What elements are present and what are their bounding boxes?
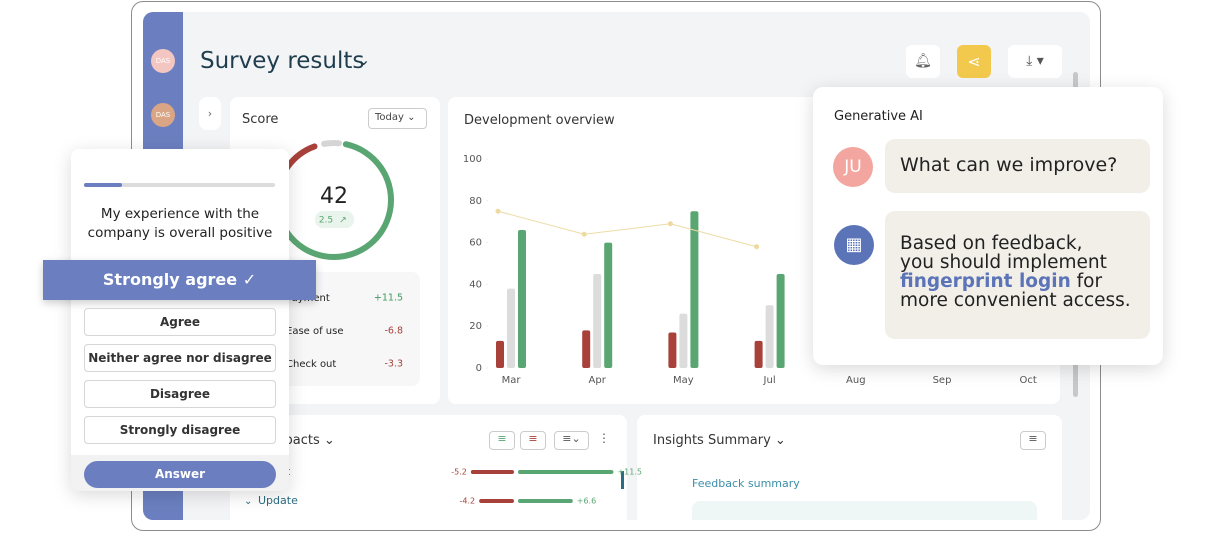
- x-tick-label: Apr: [589, 375, 607, 386]
- x-tick-label: Jul: [763, 375, 776, 386]
- row-value: +11.5: [374, 293, 403, 304]
- option[interactable]: Disagree: [84, 380, 276, 408]
- bar: [765, 305, 774, 368]
- positive-label: +11.5: [617, 468, 642, 477]
- trend-line: [497, 210, 757, 248]
- bar: [604, 242, 613, 368]
- card-title: Score: [242, 112, 279, 127]
- answer-text: more convenient access.: [900, 290, 1131, 311]
- link[interactable]: Feedback summary: [692, 477, 800, 490]
- answer-button[interactable]: Answer: [84, 461, 276, 488]
- ai-logo: ▦: [834, 225, 874, 265]
- sort-button[interactable]: ≡: [520, 431, 546, 450]
- negative-bar: [470, 470, 514, 474]
- bar: [582, 330, 591, 368]
- question: My experience with the company is overal…: [87, 206, 273, 241]
- bar: [668, 332, 677, 368]
- bar: [593, 273, 602, 368]
- x-tick-label: Sep: [933, 375, 952, 386]
- bar: [518, 230, 526, 368]
- card-title: Insights Summary ⌄: [653, 433, 786, 448]
- row-value: -3.3: [384, 359, 403, 370]
- y-tick-label: 80: [469, 196, 482, 207]
- trend-point: [495, 208, 501, 214]
- bar: [690, 211, 699, 368]
- option[interactable]: Strongly disagree: [84, 416, 276, 444]
- avatar[interactable]: DAS: [151, 103, 175, 127]
- row-label: Ease of use: [286, 326, 344, 337]
- answer-text: you should implement: [900, 252, 1107, 273]
- highlight: fingerprint login: [900, 271, 1071, 292]
- progress-fill: [84, 183, 123, 187]
- download-button[interactable]: ⤓ ▾: [1008, 45, 1062, 78]
- filter-button[interactable]: ≡: [1020, 431, 1046, 450]
- positive-label: +6.6: [577, 497, 596, 506]
- trend-point: [581, 231, 587, 237]
- option[interactable]: Neither agree nor disagree: [84, 344, 276, 372]
- negative-label: -5.2: [451, 468, 467, 477]
- y-tick-label: 100: [463, 154, 482, 165]
- negative-label: -4.2: [460, 497, 476, 506]
- question-bubble: What can we improve?: [885, 139, 1150, 193]
- answer-bubble: Based on feedback, you should implement fi…: [885, 211, 1150, 339]
- answer-text: Based on feedback,: [900, 233, 1083, 254]
- score-delta: 2.5: [319, 216, 333, 226]
- more-button[interactable]: ⋮: [598, 431, 610, 445]
- bar: [679, 313, 688, 368]
- period: Today: [375, 112, 404, 123]
- expand-button[interactable]: ›: [199, 97, 221, 130]
- option-text: Strongly agree: [102, 270, 238, 289]
- y-tick-label: 20: [469, 321, 482, 332]
- y-tick-label: 0: [476, 363, 482, 374]
- user-avatar: JU: [833, 147, 873, 187]
- summary-box: [692, 501, 1037, 520]
- period-select[interactable]: Today ⌄: [368, 108, 427, 129]
- trend-point: [667, 221, 673, 227]
- x-tick-label: May: [673, 375, 694, 386]
- bar: [496, 340, 504, 368]
- share-button[interactable]: ⋖: [957, 45, 991, 78]
- negative-bar: [479, 499, 514, 503]
- y-tick-label: 60: [469, 238, 482, 249]
- row-value: -6.8: [384, 326, 403, 337]
- option[interactable]: Agree: [84, 308, 276, 336]
- bar: [754, 340, 763, 368]
- trend-point: [754, 244, 760, 250]
- delta-pill: [315, 211, 354, 228]
- insights-title: Insights Summary: [653, 433, 771, 448]
- progress-track: [84, 183, 275, 187]
- filter-button[interactable]: ≡⌄: [554, 431, 589, 450]
- answer-text: for: [1076, 271, 1103, 292]
- selected-option[interactable]: Strongly agree ✓: [43, 260, 316, 300]
- page-title: Survey results: [200, 48, 365, 74]
- scrollbar: [621, 471, 624, 489]
- expand-icon: ⌄: [244, 496, 252, 507]
- row-label: Check out: [286, 359, 336, 370]
- x-tick-label: Aug: [846, 375, 866, 386]
- positive-bar: [518, 470, 614, 474]
- impact-label: Update: [258, 494, 298, 507]
- sort-button[interactable]: ≡: [489, 431, 515, 450]
- score-value: 42: [320, 184, 348, 209]
- delta-arrow: ↗: [339, 216, 347, 226]
- avatar[interactable]: DAS: [151, 49, 175, 73]
- bar: [507, 288, 515, 368]
- chart-title: Development overview: [464, 113, 615, 128]
- insights-card: Insights Summary ⌄ ≡ Feedback summary: [637, 415, 1062, 520]
- donut-arc: [321, 140, 342, 147]
- x-tick-label: Mar: [502, 375, 522, 386]
- ai-panel: Generative AI JU What can we improve? ▦ …: [813, 87, 1163, 365]
- y-tick-label: 40: [469, 279, 482, 290]
- dropdown-icon[interactable]: ⌄: [357, 50, 371, 69]
- impacts-card: Impacts ⌄ ≡ ≡ ≡⌄ ⋮: [230, 415, 627, 520]
- positive-bar: [518, 499, 573, 503]
- notification-button[interactable]: 🔔︎: [906, 45, 940, 78]
- bar: [776, 273, 785, 368]
- x-tick-label: Oct: [1020, 375, 1037, 386]
- panel-title: Generative AI: [834, 109, 923, 124]
